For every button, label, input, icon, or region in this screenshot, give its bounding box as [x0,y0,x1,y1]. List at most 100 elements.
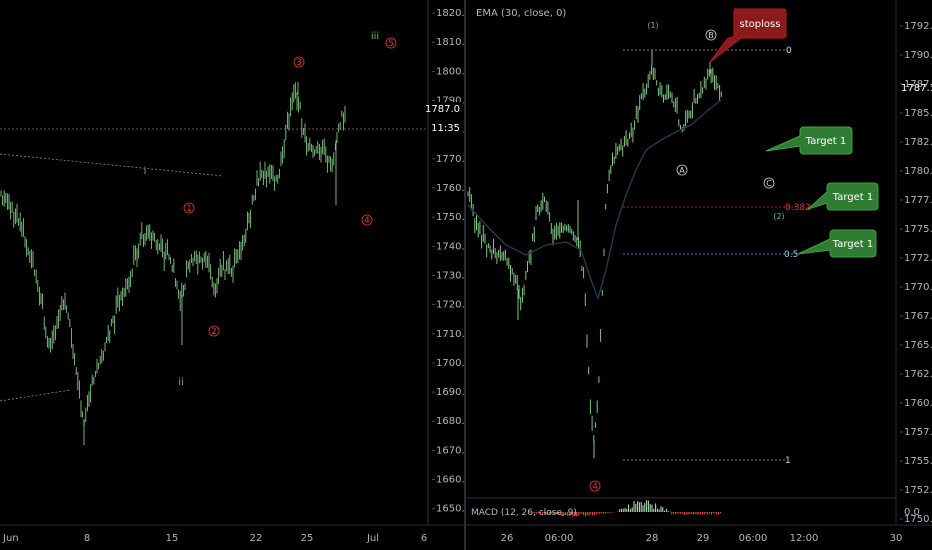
price-tick-label: 1792.5 [904,21,932,32]
time-label-0600a: 06:00 [545,533,574,544]
current-price-tag [429,102,463,115]
price-tick-label: 1760.0 [436,183,464,194]
wave-label-4-right: 4 [589,480,601,492]
fib-label-05: 0.5 [784,250,798,260]
time-label-22: 22 [250,533,263,544]
wave-label-ii: ii [178,377,184,388]
time-label-1200: 12:00 [790,533,819,544]
left-chart-svg[interactable]: 1 2 3 4 5 i ii iii 1820.0 1810.0 1800.0 179… [0,0,464,550]
price-tick-label: 1690.0 [436,387,464,398]
price-tick-label: 1680.0 [436,416,464,427]
ema-legend[interactable]: EMA (30, close, 0) [476,8,567,19]
svg-text:5: 5 [388,39,394,49]
time-label-26: 26 [501,533,514,544]
price-tick-label: 1770.0 [904,282,932,293]
wave-label-paren-2: (2) [773,212,784,221]
price-tick-label: 1787.5 [904,79,932,90]
left-candles-group [0,82,346,445]
price-tick-label: 1777.5 [904,195,932,206]
svg-text:4: 4 [364,216,370,226]
right-price-axis[interactable]: 1792.5 1790.0 1787.5 1785.0 1782.5 1780.0 1777… [895,0,932,550]
left-chart-pane[interactable]: 1 2 3 4 5 i ii iii 1820.0 1810.0 1800.0 179… [0,0,464,550]
price-tick-label: 1785.0 [904,108,932,119]
price-tick-label: 1750.0 [904,514,932,525]
price-tick-label: 1772.5 [904,253,932,264]
price-tick-label: 1757.5 [904,427,932,438]
time-label-jun: Jun [2,533,19,544]
right-chart-svg[interactable]: 0 0.382 0.5 1 (1) (2) B A C 4 stoploss [466,0,932,550]
trendline-lower [0,389,71,402]
price-tick-label: 1775.0 [904,224,932,235]
time-label-28: 28 [646,533,659,544]
price-tick-label: 1752.5 [904,485,932,496]
svg-text:2: 2 [211,327,217,337]
time-label-30: 30 [890,533,903,544]
wave-label-iii: iii [371,31,379,42]
price-tick-label: 1710.0 [436,329,464,340]
time-label-15: 15 [166,533,179,544]
price-tick-label: 1670.0 [436,445,464,456]
price-tick-label: 1720.0 [436,300,464,311]
svg-text:3: 3 [296,58,302,68]
macd-histogram [527,500,721,517]
price-tick-label: 1782.5 [904,137,932,148]
wave-label-1: 1 [183,202,195,214]
price-tick-label: 1755.0 [904,456,932,467]
price-tick-label: 1660.0 [436,475,464,486]
stoploss-callout[interactable]: stoploss [709,8,787,63]
wave-label-5: 5 [385,37,397,49]
target3-label: Target 1 [832,239,873,250]
time-label-jul: Jul [366,533,379,544]
price-tick-label: 1730.0 [436,270,464,281]
current-price-value: 1787.0 [425,104,460,115]
time-label-25: 25 [301,533,314,544]
price-tick-label: 1767.5 [904,311,932,322]
left-price-axis[interactable]: 1820.01810.01800.01790.01780.01770.01760… [425,0,464,550]
wave-label-B: B [705,29,717,41]
time-label-6: 6 [421,533,427,544]
wave-label-i: i [144,166,147,177]
time-label-29: 29 [697,533,710,544]
price-tick-label: 1790.0 [904,50,932,61]
wave-label-A: A [676,164,688,176]
macd-legend[interactable]: MACD (12, 26, close, 9) [471,508,577,518]
time-label-0600b: 06:00 [739,533,768,544]
svg-text:C: C [766,179,772,188]
right-time-axis[interactable]: 26 06:00 28 29 06:00 12:00 30 [466,524,932,544]
wave-label-paren-1: (1) [647,21,658,30]
trendline-upper [0,153,224,177]
price-tick-label: 1810.0 [436,37,464,48]
price-tick-label: 1760.0 [904,398,932,409]
target1-callout[interactable]: Target 1 [765,126,853,155]
left-time-axis[interactable]: Jun 8 15 22 25 Jul 6 [0,524,464,544]
price-tick-label: 1790.0 [436,95,464,106]
target3-callout[interactable]: Target 1 [797,229,877,258]
wave-label-C: C [763,177,775,189]
price-tick-label: 1765.0 [904,340,932,351]
target1-label: Target 1 [805,136,846,147]
target2-callout[interactable]: Target 1 [807,182,879,211]
price-tick-label: 1770.0 [436,154,464,165]
svg-text:1: 1 [186,204,192,214]
svg-text:B: B [708,31,714,40]
pane-divider[interactable] [464,0,466,550]
stoploss-label: stoploss [740,19,781,30]
wave-label-3: 3 [293,56,305,68]
target2-label: Target 1 [832,192,873,203]
price-tick-label: 1800.0 [436,66,464,77]
time-label-8: 8 [84,533,90,544]
price-tick-label: 1820.0 [436,8,464,19]
price-tick-label: 1650.0 [436,504,464,515]
right-current-price: 1787.1 [901,83,932,94]
fib-label-0382: 0.382 [785,203,811,213]
wave-label-4: 4 [361,214,373,226]
fib-label-1: 1 [785,456,791,466]
price-tick-label: 1762.5 [904,369,932,380]
price-tick-label: 1750.0 [436,212,464,223]
ema-line [467,99,722,301]
right-chart-pane[interactable]: 0 0.382 0.5 1 (1) (2) B A C 4 stoploss [466,0,932,550]
macd-zero-label: 0.0 [904,507,920,518]
svg-text:4: 4 [592,482,598,492]
svg-text:A: A [679,166,685,175]
price-tick-label: 1740.0 [436,241,464,252]
